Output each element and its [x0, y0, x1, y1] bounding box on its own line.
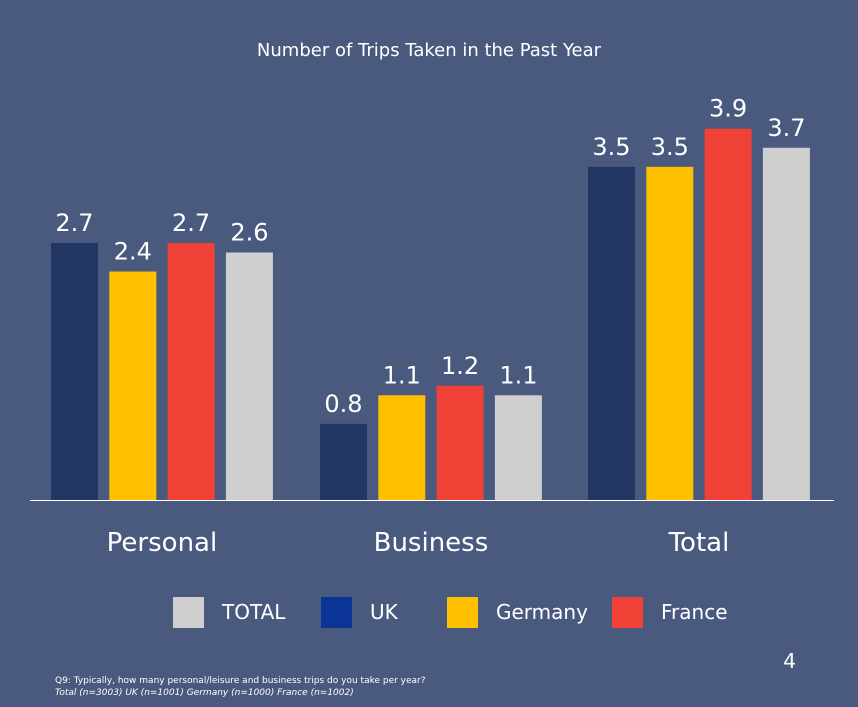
bar-business-uk	[320, 423, 367, 500]
bar-business-germany	[378, 395, 426, 500]
data-label-business-total: 1.1	[499, 361, 537, 389]
bar-total-total	[762, 147, 810, 500]
footnote-bases: Total (n=3003) UK (n=1001) Germany (n=10…	[55, 688, 354, 698]
category-label-business: Business	[374, 528, 489, 558]
data-label-personal-total: 2.6	[230, 218, 268, 246]
footnote: Q9: Typically, how many personal/leisure…	[55, 675, 426, 699]
bar-personal-uk	[51, 242, 98, 500]
legend-swatch-germany	[447, 596, 478, 628]
data-label-total-total: 3.7	[767, 114, 805, 142]
legend-item-uk: UK	[321, 596, 398, 628]
legend-label-total: TOTAL	[222, 600, 286, 624]
data-label-business-germany: 1.1	[383, 361, 421, 389]
legend-swatch-uk	[321, 596, 352, 628]
data-label-business-france: 1.2	[441, 352, 479, 380]
bar-chart: 2.7 2.4 2.7 2.6 Personal 0.8 1.1 1.2 1.1 Business…	[30, 95, 834, 558]
bar-total-germany	[646, 166, 694, 501]
bar-personal-total	[225, 252, 273, 500]
legend-item-france: France	[612, 596, 728, 628]
legend-swatch-france	[612, 596, 643, 628]
data-label-personal-germany: 2.4	[114, 238, 152, 266]
data-label-total-germany: 3.5	[651, 133, 689, 161]
page-number: 4	[783, 649, 796, 673]
bar-personal-france	[167, 242, 215, 500]
data-label-personal-uk: 2.7	[55, 209, 93, 237]
bar-business-total	[494, 395, 542, 500]
chart-legend: TOTAL UK Germany France	[0, 596, 858, 628]
legend-item-total: TOTAL	[173, 596, 285, 628]
bar-total-france	[704, 128, 752, 500]
category-label-total: Total	[668, 528, 730, 558]
legend-label-uk: UK	[370, 600, 398, 624]
footnote-question: Q9: Typically, how many personal/leisure…	[55, 676, 426, 686]
legend-item-germany: Germany	[447, 596, 588, 628]
chart-title: Number of Trips Taken in the Past Year	[256, 40, 602, 61]
bar-total-uk	[588, 166, 635, 501]
data-label-personal-france: 2.7	[172, 209, 210, 237]
legend-label-france: France	[661, 600, 728, 624]
category-label-personal: Personal	[107, 528, 218, 558]
data-label-business-uk: 0.8	[324, 390, 362, 418]
legend-swatch-total	[173, 596, 204, 628]
bar-personal-germany	[109, 271, 157, 500]
data-label-total-france: 3.9	[709, 95, 747, 123]
data-label-total-uk: 3.5	[592, 133, 630, 161]
bar-business-france	[436, 385, 484, 500]
legend-label-germany: Germany	[496, 600, 588, 624]
